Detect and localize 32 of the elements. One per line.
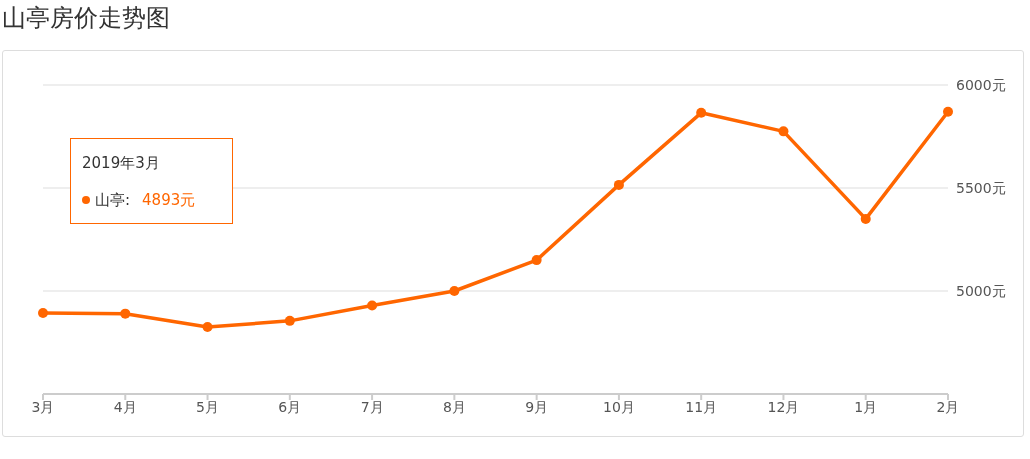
x-tick-label: 7月 bbox=[360, 398, 384, 415]
y-tick-label: 5000元 bbox=[956, 282, 1006, 299]
point bbox=[202, 322, 213, 333]
point bbox=[613, 179, 624, 190]
chart-title: 山亭房价走势图 bbox=[2, 3, 171, 34]
x-tick-label: 10月 bbox=[603, 398, 635, 415]
y-tick-label: 6000元 bbox=[956, 76, 1006, 93]
x-tick-label: 1月 bbox=[854, 398, 878, 415]
point bbox=[38, 308, 48, 319]
annotation: 4893元 bbox=[142, 190, 196, 210]
annotation: 山亭: bbox=[95, 190, 131, 210]
point bbox=[367, 300, 378, 311]
point bbox=[943, 106, 953, 117]
point bbox=[449, 286, 460, 296]
x-tick-label: 8月 bbox=[442, 398, 466, 415]
x-tick-label: 4月 bbox=[113, 398, 137, 415]
point bbox=[696, 107, 707, 118]
annotation: 2019年3月 bbox=[82, 153, 161, 173]
point bbox=[284, 315, 295, 326]
x-tick-label: 11月 bbox=[685, 398, 718, 415]
x-tick-label: 5月 bbox=[196, 398, 220, 415]
point bbox=[120, 308, 131, 319]
point bbox=[860, 213, 871, 224]
x-tick-label: 9月 bbox=[525, 398, 549, 415]
x-tick-label: 2月 bbox=[936, 398, 960, 415]
x-tick-label: 12月 bbox=[767, 398, 800, 415]
y-tick-label: 5500元 bbox=[956, 179, 1006, 196]
x-tick-label: 3月 bbox=[31, 398, 55, 415]
point bbox=[531, 255, 542, 266]
x-tick-label: 6月 bbox=[278, 398, 302, 415]
callout-box: 2019年3月 山亭: 4893元 bbox=[70, 138, 233, 224]
point bbox=[778, 126, 789, 137]
